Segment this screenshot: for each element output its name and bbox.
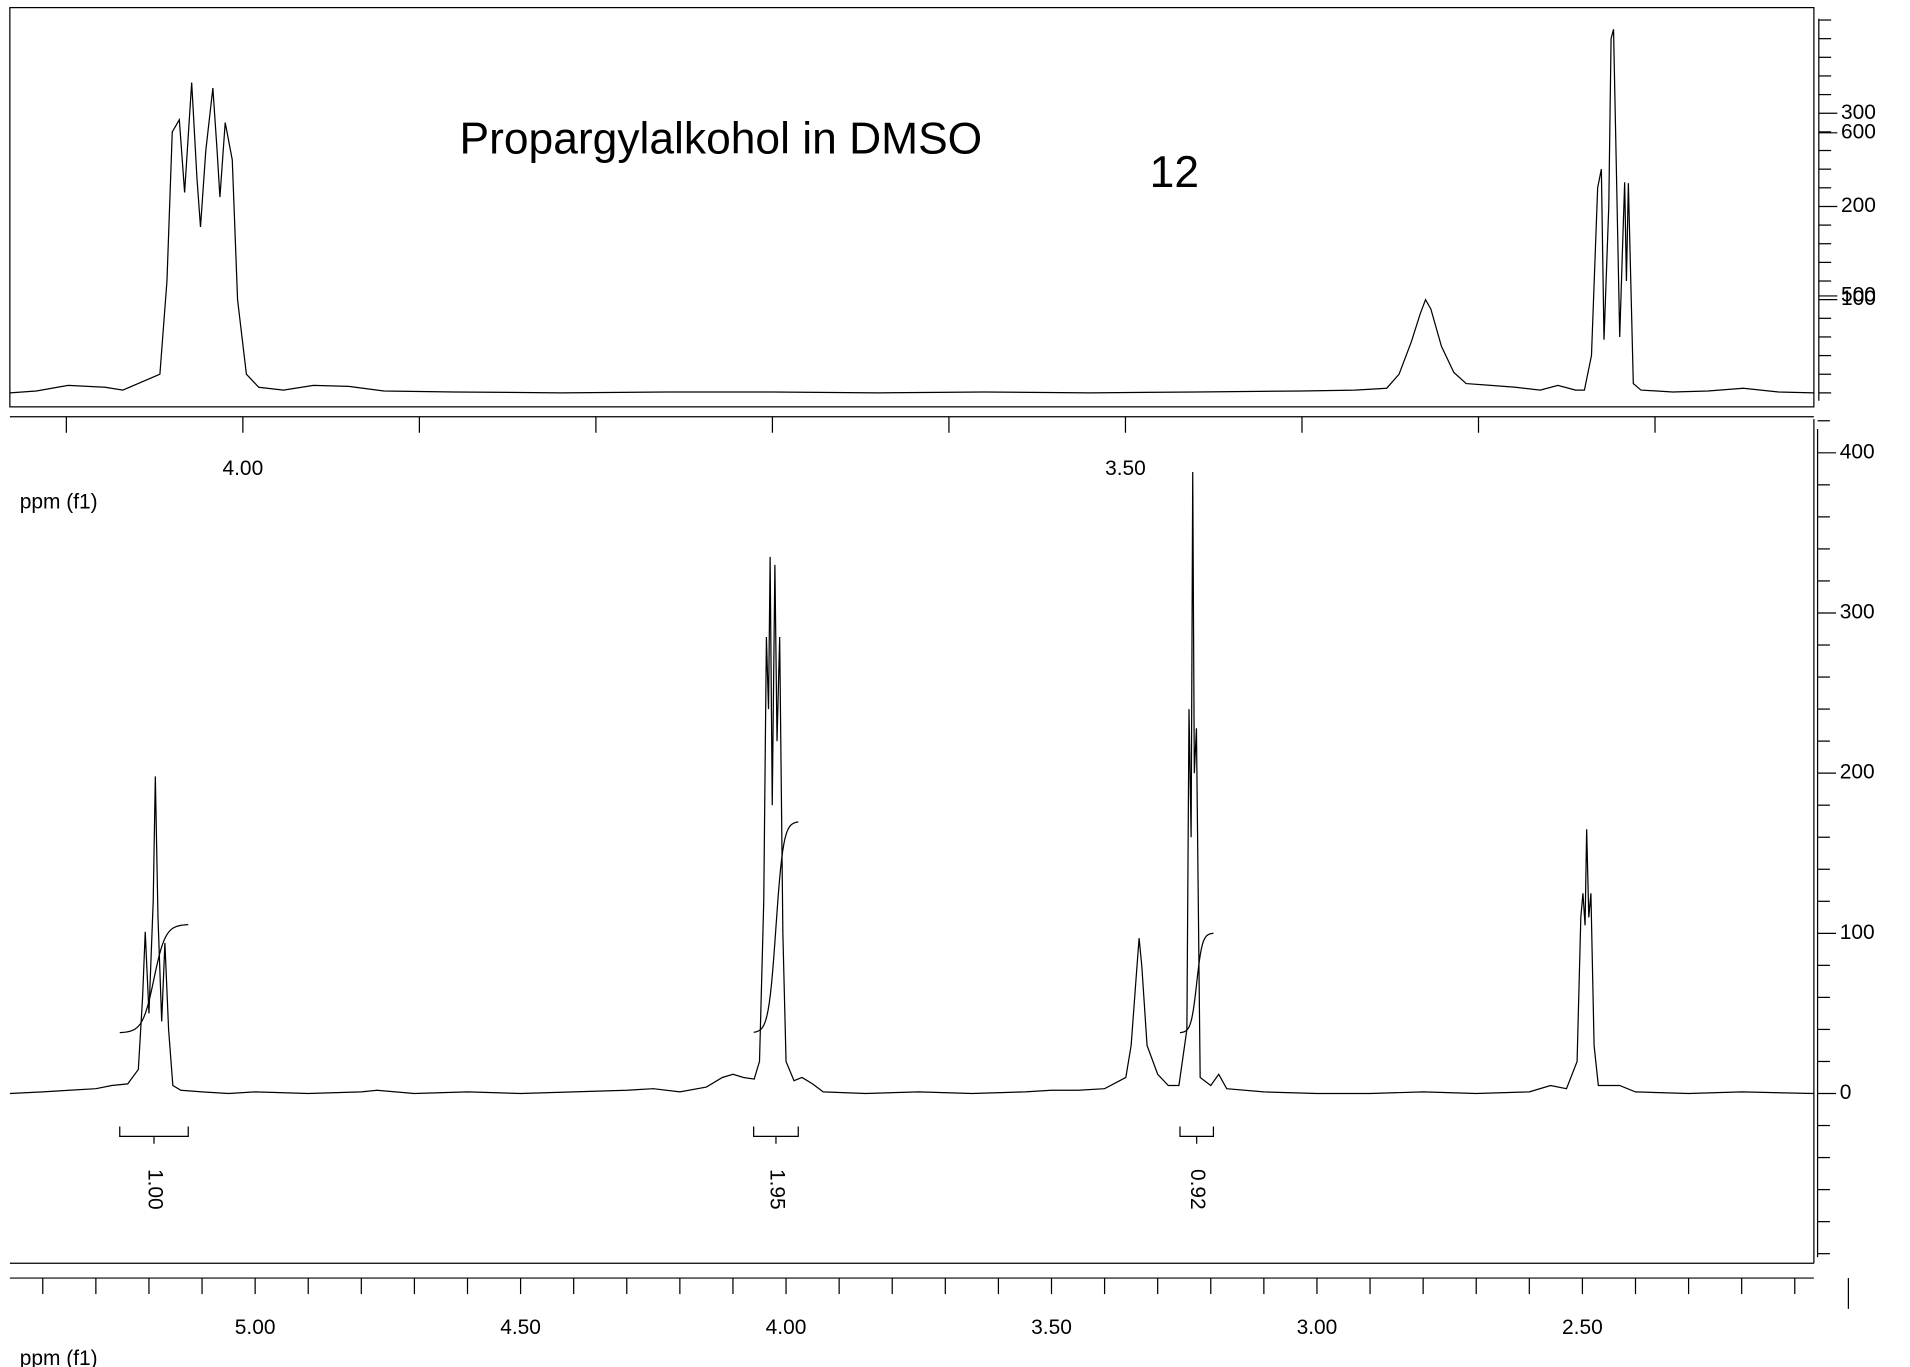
y2-tick-label: 600 bbox=[1841, 120, 1876, 143]
x-tick-label: 4.00 bbox=[766, 1316, 807, 1339]
integral-curve bbox=[1179, 932, 1214, 1034]
x-tick-label: 5.00 bbox=[235, 1316, 276, 1339]
y-tick-label: 300 bbox=[1841, 101, 1876, 124]
x-tick-label: 4.50 bbox=[500, 1316, 541, 1339]
spectrum-line bbox=[9, 29, 1814, 394]
annotation: 12 bbox=[1150, 148, 1199, 197]
y-tick-label: 400 bbox=[1840, 440, 1875, 463]
x-tick-label: 4.00 bbox=[222, 457, 263, 480]
integral-label: 1.95 bbox=[765, 1169, 788, 1210]
integral-label: 0.92 bbox=[1186, 1169, 1209, 1210]
x-tick-label: 3.50 bbox=[1105, 457, 1146, 480]
chart-title: Propargylalkohol in DMSO bbox=[460, 115, 983, 164]
integral-bracket bbox=[119, 1126, 189, 1144]
x-axis-label: ppm (f1) bbox=[20, 491, 98, 514]
x-axis-label: ppm (f1) bbox=[20, 1347, 98, 1367]
integral-curve bbox=[119, 924, 189, 1034]
y-tick-label: 200 bbox=[1841, 194, 1876, 217]
y-tick-label: 300 bbox=[1840, 601, 1875, 624]
integral-label: 1.00 bbox=[143, 1169, 166, 1210]
spectrum-line bbox=[9, 472, 1814, 1095]
x-tick-label: 3.00 bbox=[1297, 1316, 1338, 1339]
y-tick-label: 100 bbox=[1841, 287, 1876, 310]
integral-bracket bbox=[753, 1126, 799, 1144]
x-tick-label: 2.50 bbox=[1562, 1316, 1603, 1339]
x-tick-label: 3.50 bbox=[1031, 1316, 1072, 1339]
integral-curve bbox=[753, 821, 799, 1033]
integral-bracket bbox=[1179, 1126, 1215, 1144]
inset-frame bbox=[9, 6, 1815, 408]
y-tick-label: 0 bbox=[1840, 1081, 1852, 1104]
y-tick-label: 100 bbox=[1840, 921, 1875, 944]
y-tick-label: 200 bbox=[1840, 761, 1875, 784]
y2-tick-label: 500 bbox=[1841, 283, 1876, 306]
